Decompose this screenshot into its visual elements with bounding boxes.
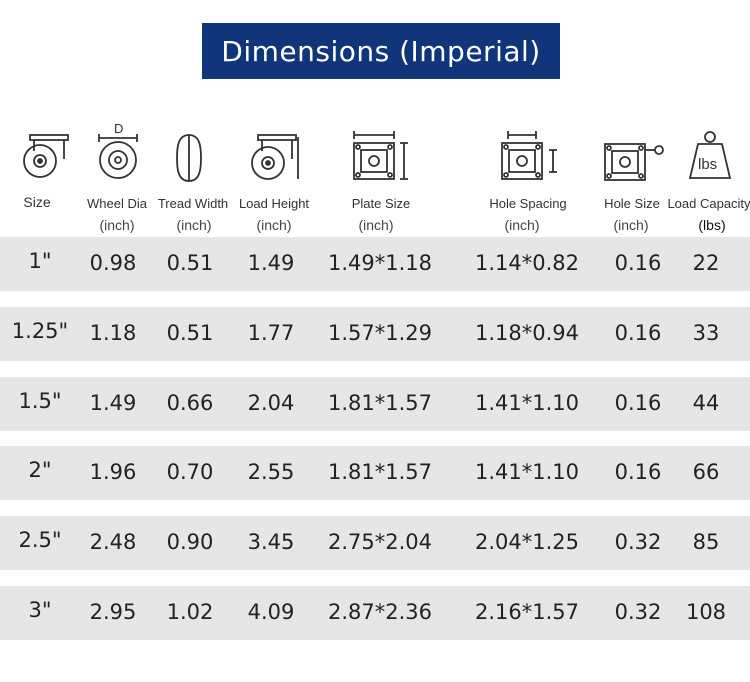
caster-size-icon	[20, 133, 70, 183]
col-header-load-height: Load Height	[238, 196, 310, 211]
cell-load-height: 1.77	[247, 321, 295, 345]
cell-wheel-dia: 2.95	[89, 600, 137, 624]
table-row: 1" 0.98 0.51 1.49 1.49*1.18 1.14*0.82 0.16 22	[0, 237, 750, 291]
cell-wheel-dia: 0.98	[89, 251, 137, 275]
col-header-wheel-dia: Wheel Dia	[87, 196, 147, 211]
cell-plate-size: 1.57*1.29	[327, 321, 433, 345]
cell-hole-size: 0.16	[614, 460, 662, 484]
cell-load-capacity: 44	[692, 391, 720, 415]
cell-hole-spacing: 1.41*1.10	[474, 391, 580, 415]
cell-wheel-dia: 1.49	[89, 391, 137, 415]
cell-wheel-dia: 1.18	[89, 321, 137, 345]
cell-hole-spacing: 2.16*1.57	[474, 600, 580, 624]
table-row: 1.25" 1.18 0.51 1.77 1.57*1.29 1.18*0.94 0.16 3…	[0, 307, 750, 361]
page-title: Dimensions (Imperial)	[202, 23, 560, 79]
col-header-tread-width: Tread Width	[157, 196, 229, 211]
cell-load-capacity: 108	[685, 600, 727, 624]
cell-load-height: 2.04	[247, 391, 295, 415]
cell-load-height: 4.09	[247, 600, 295, 624]
cell-hole-spacing: 2.04*1.25	[474, 530, 580, 554]
cell-hole-spacing: 1.18*0.94	[474, 321, 580, 345]
cell-hole-size: 0.32	[614, 530, 662, 554]
cell-tread-width: 1.02	[166, 600, 214, 624]
cell-load-capacity: 66	[692, 460, 720, 484]
table-row: 2" 1.96 0.70 2.55 1.81*1.57 1.41*1.10 0.16 66	[0, 446, 750, 500]
cell-plate-size: 2.87*2.36	[327, 600, 433, 624]
col-unit-tread-width: (inch)	[176, 217, 212, 233]
plate-size-icon	[350, 130, 410, 182]
cell-tread-width: 0.51	[166, 251, 214, 275]
cell-size: 2"	[28, 458, 52, 482]
col-unit-load-height: (inch)	[256, 217, 292, 233]
col-header-plate-size: Plate Size	[351, 196, 411, 211]
tread-width-icon	[174, 133, 204, 183]
cell-wheel-dia: 1.96	[89, 460, 137, 484]
cell-tread-width: 0.66	[166, 391, 214, 415]
cell-size: 1.25"	[11, 319, 69, 343]
cell-plate-size: 1.49*1.18	[327, 251, 433, 275]
col-unit-load-capacity: (lbs)	[698, 217, 726, 233]
cell-size: 3"	[28, 598, 52, 622]
cell-size: 1"	[28, 249, 52, 273]
cell-load-capacity: 33	[692, 321, 720, 345]
hole-spacing-icon	[498, 130, 560, 182]
col-header-hole-spacing: Hole Spacing	[489, 196, 567, 211]
cell-load-capacity: 85	[692, 530, 720, 554]
cell-hole-size: 0.16	[614, 251, 662, 275]
cell-plate-size: 1.81*1.57	[327, 391, 433, 415]
cell-hole-size: 0.16	[614, 391, 662, 415]
cell-wheel-dia: 2.48	[89, 530, 137, 554]
cell-size: 1.5"	[18, 389, 62, 413]
weight-label: lbs	[698, 156, 717, 173]
col-unit-wheel-dia: (inch)	[99, 217, 135, 233]
cell-plate-size: 1.81*1.57	[327, 460, 433, 484]
cell-load-height: 3.45	[247, 530, 295, 554]
cell-hole-size: 0.32	[614, 600, 662, 624]
hole-size-icon	[603, 140, 665, 182]
col-header-load-capacity: Load Capacity	[667, 196, 750, 211]
table-row: 2.5" 2.48 0.90 3.45 2.75*2.04 2.04*1.25 0.32 85	[0, 516, 750, 570]
cell-load-height: 1.49	[247, 251, 295, 275]
col-unit-plate-size: (inch)	[358, 217, 394, 233]
diameter-label: D	[114, 121, 123, 136]
wheel-diameter-icon: D	[96, 120, 140, 182]
cell-size: 2.5"	[18, 528, 62, 552]
cell-load-height: 2.55	[247, 460, 295, 484]
load-height-icon	[250, 133, 300, 183]
cell-hole-spacing: 1.14*0.82	[474, 251, 580, 275]
cell-tread-width: 0.70	[166, 460, 214, 484]
cell-plate-size: 2.75*2.04	[327, 530, 433, 554]
col-unit-hole-size: (inch)	[613, 217, 649, 233]
table-row: 3" 2.95 1.02 4.09 2.87*2.36 2.16*1.57 0.32 108	[0, 586, 750, 640]
cell-tread-width: 0.51	[166, 321, 214, 345]
cell-load-capacity: 22	[692, 251, 720, 275]
weight-icon: lbs	[688, 130, 732, 182]
col-unit-hole-spacing: (inch)	[504, 217, 540, 233]
col-header-hole-size: Hole Size	[604, 196, 660, 211]
cell-hole-size: 0.16	[614, 321, 662, 345]
cell-tread-width: 0.90	[166, 530, 214, 554]
col-header-size: Size	[23, 194, 51, 210]
table-row: 1.5" 1.49 0.66 2.04 1.81*1.57 1.41*1.10 0.16 44	[0, 377, 750, 431]
cell-hole-spacing: 1.41*1.10	[474, 460, 580, 484]
